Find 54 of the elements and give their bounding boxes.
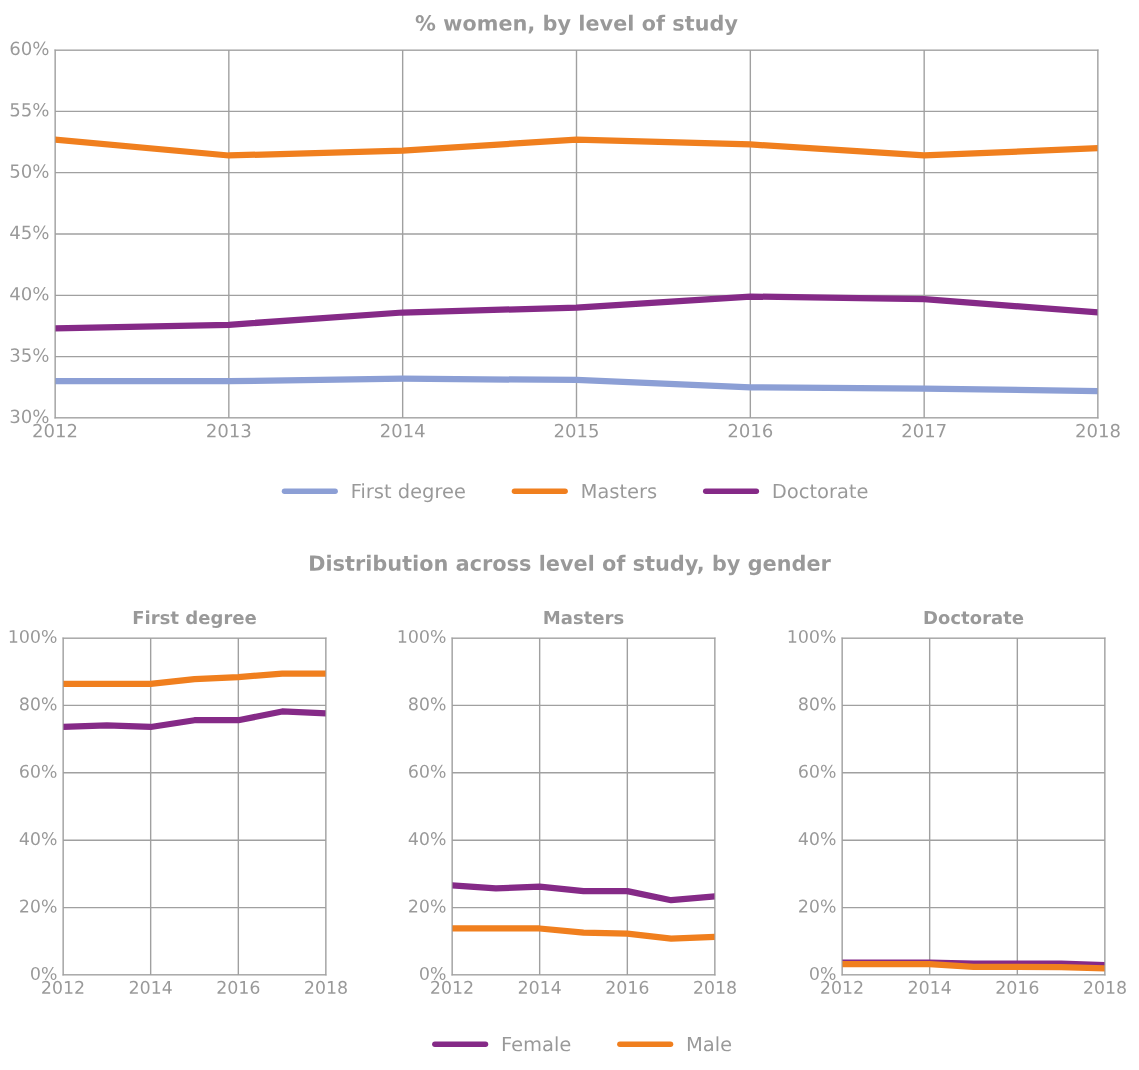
chart-title: Masters [544, 610, 624, 625]
x-tick-label: 2016 [996, 980, 1039, 994]
x-tick-label: 2012 [431, 980, 473, 994]
x-tick-label: 2016 [728, 423, 773, 438]
y-tick-label: 0% [31, 966, 57, 981]
y-tick-label: 40% [798, 832, 836, 846]
x-tick-label: 2018 [305, 980, 347, 994]
x-tick-label: 2014 [518, 980, 561, 994]
legend-label: Doctorate [773, 483, 868, 499]
x-tick-label: 2014 [908, 980, 951, 994]
x-tick-label: 2017 [902, 423, 946, 438]
y-tick-label: 20% [20, 899, 57, 913]
y-tick-label: 100% [398, 629, 446, 644]
y-tick-label: 0% [810, 966, 836, 981]
y-tick-label: 20% [799, 899, 836, 913]
x-tick-label: 2012 [821, 980, 863, 994]
chart-title: Doctorate [924, 610, 1024, 625]
y-tick-label: 80% [20, 697, 57, 711]
y-tick-label: 0% [420, 966, 446, 981]
y-tick-label: 45% [10, 225, 49, 240]
y-tick-label: 100% [788, 629, 836, 644]
legend-label: Male [687, 1036, 732, 1052]
y-tick-label: 50% [10, 164, 49, 178]
y-tick-label: 60% [409, 764, 446, 778]
y-tick-label: 40% [10, 286, 49, 301]
y-tick-label: 35% [10, 348, 49, 362]
y-tick-label: 80% [799, 697, 836, 711]
chart-subtitle: Distribution across level of study, by gender [310, 554, 831, 576]
x-tick-label: 2015 [554, 423, 598, 438]
y-tick-label: 20% [409, 899, 446, 913]
y-tick-label: 60% [799, 764, 836, 778]
chart-title: First degree [133, 610, 256, 629]
x-tick-label: 2018 [694, 980, 736, 994]
x-tick-label: 2018 [1084, 980, 1126, 994]
x-tick-label: 2014 [381, 423, 425, 438]
y-tick-label: 40% [408, 832, 446, 846]
x-tick-label: 2013 [207, 423, 251, 438]
x-tick-label: 2016 [606, 980, 649, 994]
chart-title: % women, by level of study [415, 14, 738, 36]
y-tick-label: 60% [10, 41, 49, 56]
y-tick-label: 40% [19, 832, 57, 846]
x-tick-label: 2016 [217, 980, 260, 994]
y-tick-label: 80% [409, 697, 446, 711]
legend-label: First degree [352, 483, 465, 503]
x-tick-label: 2014 [129, 980, 172, 994]
legend-label: Masters [582, 483, 657, 499]
x-tick-label: 2012 [42, 980, 84, 994]
x-tick-label: 2012 [33, 423, 77, 438]
x-tick-label: 2018 [1076, 423, 1120, 438]
y-tick-label: 55% [10, 102, 49, 117]
legend-label: Female [502, 1036, 571, 1052]
y-tick-label: 100% [9, 629, 57, 644]
y-tick-label: 30% [10, 409, 49, 424]
y-tick-label: 60% [20, 764, 57, 778]
